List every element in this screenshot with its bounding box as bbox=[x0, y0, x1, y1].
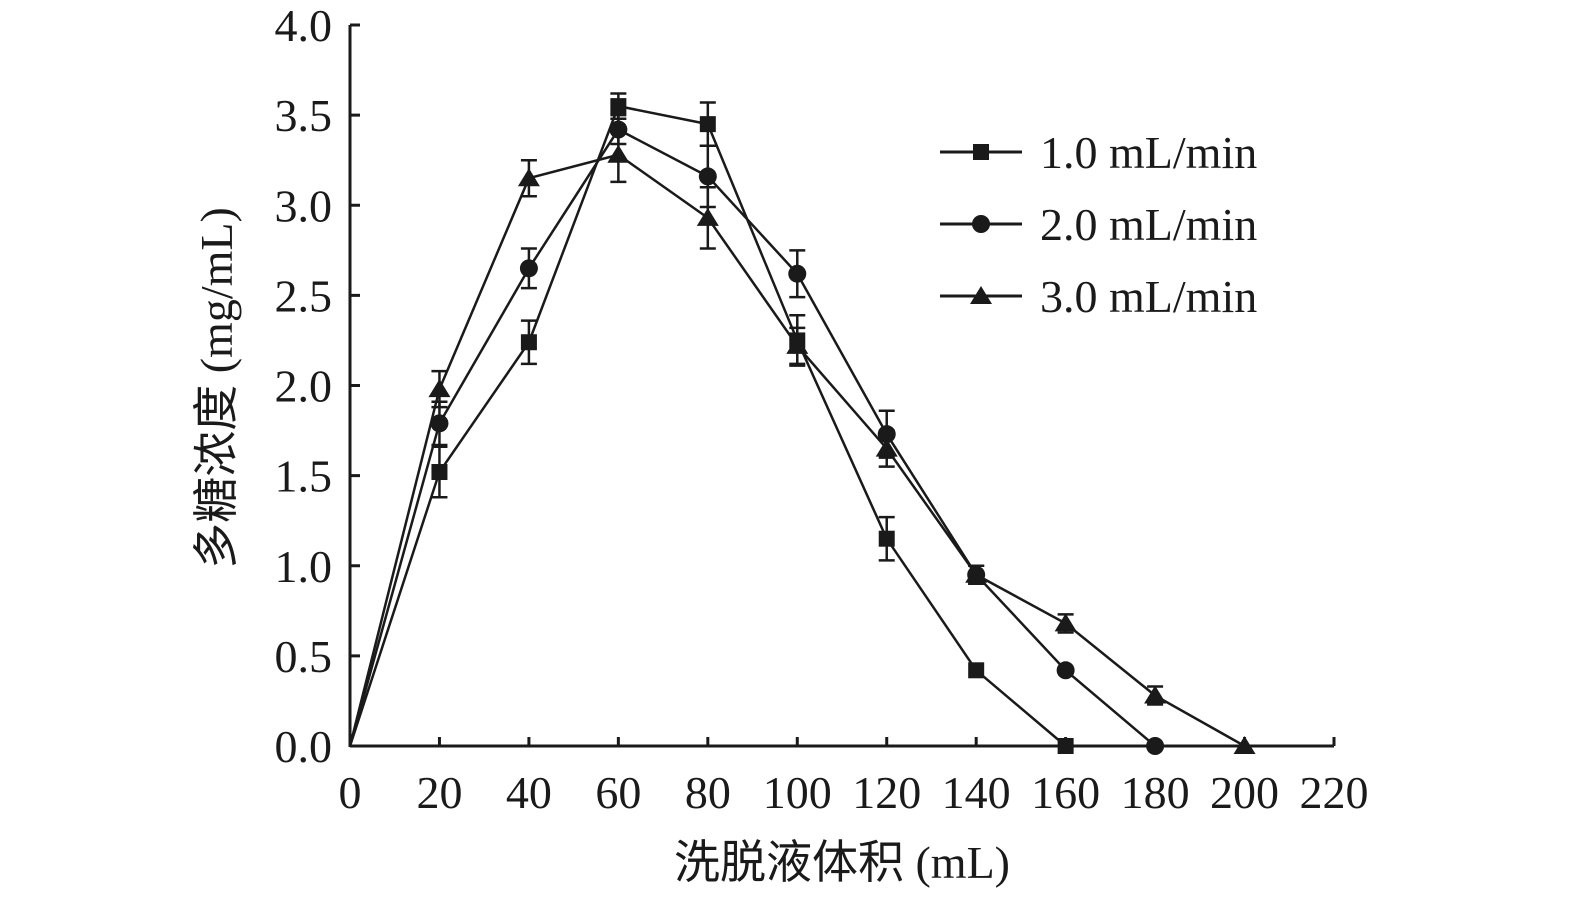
data-point-triangle bbox=[1233, 736, 1256, 754]
data-point-triangle bbox=[696, 207, 719, 226]
y-tick-label: 2.5 bbox=[275, 270, 333, 321]
series-3 bbox=[348, 126, 1256, 754]
x-tick-label: 0 bbox=[339, 767, 362, 818]
data-point-circle bbox=[430, 414, 449, 433]
x-tick-label: 120 bbox=[852, 767, 921, 818]
legend-item: 3.0 mL/min bbox=[940, 271, 1257, 322]
y-tick-label: 0.5 bbox=[275, 631, 333, 682]
data-point-square bbox=[699, 116, 716, 133]
data-point-triangle bbox=[428, 379, 451, 398]
y-tick-label: 4.0 bbox=[275, 0, 333, 51]
data-point-circle bbox=[698, 167, 717, 186]
legend-marker-triangle bbox=[970, 286, 992, 304]
data-point-circle bbox=[788, 264, 807, 283]
legend-label: 2.0 mL/min bbox=[1040, 199, 1257, 250]
legend: 1.0 mL/min 2.0 mL/min 3.0 mL/min bbox=[940, 127, 1257, 322]
data-point-square bbox=[520, 334, 537, 351]
data-point-square bbox=[431, 464, 448, 481]
legend-item: 2.0 mL/min bbox=[940, 199, 1257, 250]
data-point-triangle bbox=[1054, 613, 1077, 632]
series-line bbox=[348, 127, 1156, 747]
series-1 bbox=[348, 92, 1074, 754]
x-tick-label: 40 bbox=[506, 767, 552, 818]
data-point-square bbox=[968, 662, 985, 679]
data-point-triangle bbox=[875, 438, 898, 457]
data-point-triangle bbox=[607, 144, 630, 163]
y-tick-label: 2.0 bbox=[275, 361, 333, 412]
x-tick-label: 20 bbox=[416, 767, 462, 818]
data-point-circle bbox=[1146, 737, 1165, 755]
legend-marker-circle bbox=[972, 215, 990, 233]
data-point-triangle bbox=[965, 564, 988, 583]
x-tick-label: 140 bbox=[942, 767, 1011, 818]
x-tick-label: 200 bbox=[1210, 767, 1279, 818]
legend-label: 3.0 mL/min bbox=[1040, 271, 1257, 322]
x-tick-label: 100 bbox=[763, 767, 832, 818]
data-point-square bbox=[610, 98, 627, 115]
series-layer bbox=[348, 92, 1256, 755]
y-tick-label: 1.0 bbox=[275, 541, 333, 592]
x-axis-label: 洗脱液体积 (mL) bbox=[674, 837, 1010, 888]
data-point-circle bbox=[1056, 661, 1075, 680]
y-axis-label: 多糖浓度 (mg/mL) bbox=[191, 207, 242, 569]
data-point-square bbox=[878, 530, 895, 547]
data-point-square bbox=[1057, 738, 1074, 754]
x-tick-label: 180 bbox=[1121, 767, 1190, 818]
data-point-circle bbox=[519, 259, 538, 278]
y-tick-label: 3.5 bbox=[275, 90, 333, 141]
x-tick-label: 220 bbox=[1300, 767, 1369, 818]
x-tick-label: 60 bbox=[595, 767, 641, 818]
data-point-triangle bbox=[517, 168, 540, 187]
y-tick-label: 0.0 bbox=[275, 721, 333, 772]
axes: 0 20 40 60 80 100 120 140 160 180 200 220 0.0 0.5 1.0 1… bbox=[275, 0, 1369, 818]
y-tick-label: 3.0 bbox=[275, 180, 333, 231]
y-tick-label: 1.5 bbox=[275, 451, 333, 502]
x-tick-label: 80 bbox=[685, 767, 731, 818]
legend-item: 1.0 mL/min bbox=[940, 127, 1257, 178]
data-point-triangle bbox=[786, 335, 809, 354]
data-point-triangle bbox=[1144, 685, 1167, 704]
x-tick-label: 160 bbox=[1031, 767, 1100, 818]
legend-marker-square bbox=[973, 144, 989, 160]
legend-label: 1.0 mL/min bbox=[1040, 127, 1257, 178]
